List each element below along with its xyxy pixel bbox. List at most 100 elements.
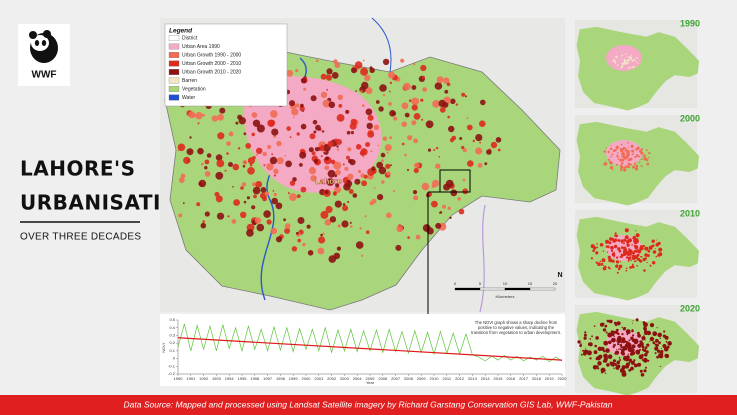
thumb-patch (604, 161, 607, 163)
thumb-patch (647, 249, 651, 253)
urban-patch (448, 125, 455, 133)
legend-label: Vegetation (182, 86, 206, 92)
thumb-patch (598, 354, 603, 359)
urban-patch (348, 189, 354, 194)
thumb-patch (589, 338, 592, 340)
urban-patch (256, 124, 265, 133)
thumb-patch (634, 242, 637, 245)
scale-label: 15 (528, 281, 533, 286)
urban-patch (449, 216, 452, 219)
urban-patch (329, 216, 337, 223)
urban-patch (245, 143, 252, 149)
thumb-patch (643, 154, 646, 157)
urban-patch (450, 98, 456, 105)
thumb-patch (640, 373, 645, 377)
thumb-patch (618, 356, 621, 359)
thumb-patch (630, 366, 634, 371)
urban-patch (347, 201, 350, 203)
inset-box (439, 169, 471, 193)
urban-patch (373, 187, 376, 190)
urban-patch (325, 205, 333, 214)
x-tick-label: 2008 (404, 376, 414, 381)
urban-patch (403, 82, 411, 91)
thumb-patch (590, 257, 594, 260)
thumb-patch (628, 339, 631, 342)
main-map: Lahore Legend District Urban Area 1990 Urb… (160, 17, 565, 316)
thumb-patch (633, 58, 636, 61)
panda-eye (41, 40, 47, 46)
urban-patch (246, 196, 250, 200)
thumb-patch (624, 343, 630, 349)
urban-patch (386, 171, 391, 176)
urban-patch (400, 58, 405, 63)
x-tick-label: 2009 (417, 376, 427, 381)
urban-patch (228, 162, 233, 167)
x-tick-label: 2016 (506, 376, 516, 381)
thumb-patch (615, 55, 618, 59)
thumb-patch (599, 260, 602, 263)
urban-patch (296, 194, 301, 199)
thumb-patch (609, 166, 614, 170)
urban-patch (295, 103, 300, 108)
urban-patch (299, 163, 303, 167)
thumb-patch (627, 146, 629, 148)
urban-patch (318, 236, 326, 244)
thumb-patch (641, 247, 644, 250)
thumb-patch (640, 256, 642, 258)
thumb-patch (624, 235, 629, 240)
urban-patch (267, 144, 272, 150)
urban-patch (177, 149, 180, 152)
subtitle: OVER THREE DECADES (20, 232, 141, 243)
thumb-patch (595, 357, 599, 361)
urban-patch (447, 115, 451, 119)
thumb-patch (627, 249, 631, 253)
urban-patch (327, 140, 334, 148)
thumb-patch (618, 348, 620, 350)
thumb-patch (612, 169, 614, 171)
x-tick-label: 2000 (302, 376, 312, 381)
urban-patch (306, 224, 311, 229)
urban-patch (283, 218, 286, 222)
urban-patch (495, 137, 502, 143)
urban-patch (458, 208, 465, 215)
urban-patch (444, 89, 449, 94)
x-tick-label: 2003 (340, 376, 350, 381)
thumb-patch (631, 59, 634, 62)
thumb-patch (609, 237, 613, 241)
thumb-patch (627, 165, 631, 169)
urban-patch (333, 161, 342, 170)
thumb-patch (627, 163, 630, 166)
thumb-patch (603, 150, 606, 153)
thumb-patch (623, 337, 625, 340)
urban-patch (342, 203, 346, 206)
thumb-patch (613, 367, 615, 369)
urban-patch (273, 168, 279, 174)
thumb-patch (657, 253, 661, 257)
thumb-patch (666, 345, 670, 349)
urban-patch (431, 200, 438, 208)
canal (371, 17, 392, 73)
thumb-patch (649, 323, 655, 328)
urban-patch (231, 219, 237, 224)
panda-ear (29, 31, 37, 39)
thumb-patch (603, 162, 607, 166)
thumb-patch (634, 167, 639, 171)
urban-patch (197, 147, 204, 155)
urban-patch (204, 171, 211, 177)
urban-patch (439, 106, 446, 113)
urban-patch (378, 106, 384, 112)
urban-patch (255, 153, 258, 156)
urban-patch (425, 120, 434, 129)
urban-patch (337, 224, 341, 228)
x-tick-label: 2014 (481, 376, 491, 381)
thumb-patch (620, 346, 623, 349)
thumb-patch (635, 260, 637, 262)
urban-patch (312, 119, 318, 125)
thumb-patch (603, 357, 608, 362)
scale-bar: Kilometers N 0 5 10 15 20 (454, 272, 563, 299)
wwf-logo: WWF (18, 24, 70, 86)
thumb-patch (652, 250, 657, 254)
urban-patch (313, 130, 317, 134)
urban-patch (324, 165, 330, 171)
thumb-patch (584, 347, 586, 349)
